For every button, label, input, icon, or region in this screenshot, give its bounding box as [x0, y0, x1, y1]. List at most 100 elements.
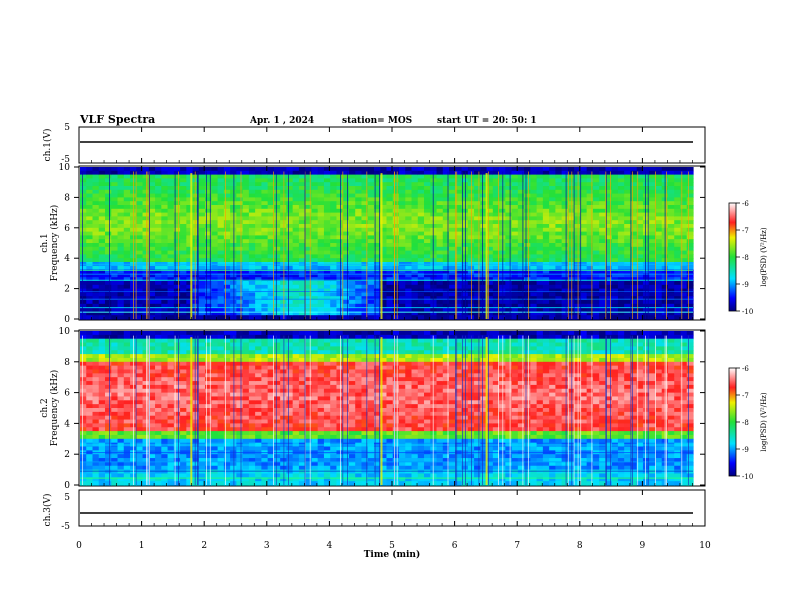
spec1-cell [592, 311, 600, 316]
spec1-cell [611, 296, 619, 301]
spec2-cell [148, 361, 156, 367]
spec1-cell [86, 288, 94, 293]
spec1-cell [173, 246, 181, 252]
spec1-cell [492, 167, 500, 172]
spec2-cell [148, 396, 156, 401]
spec1-cell [348, 265, 356, 271]
spec1-cell [217, 167, 225, 172]
spec1-cell [649, 216, 657, 221]
spec1-cell [123, 167, 131, 172]
spec1-cell [436, 216, 444, 221]
spec2-cell [92, 419, 100, 424]
spec1-cell [355, 273, 363, 278]
spec1-cell [567, 189, 575, 195]
spec1-cell [273, 269, 281, 274]
spec2-cell [86, 388, 94, 394]
spec2-cell [167, 400, 175, 405]
spec1-cell [317, 292, 325, 297]
spec1-cell [180, 273, 187, 278]
spec1-cell [255, 235, 262, 240]
spec1-cell [123, 224, 131, 229]
spec2-cell [223, 419, 231, 424]
spec1-cell [517, 231, 525, 236]
spec1-cell [461, 167, 469, 172]
spec1-cell [205, 246, 212, 252]
spec1-cell [649, 288, 657, 293]
spec1-cell [580, 174, 588, 179]
spec1-cell [148, 231, 156, 236]
spec1-cell [198, 246, 206, 252]
spec1-cell [449, 201, 456, 206]
spec1-cell [330, 235, 338, 240]
spec1-cell [436, 170, 444, 176]
spec1-cell [186, 307, 194, 312]
spec1-cell [424, 170, 431, 176]
spec1-cell [436, 281, 444, 286]
spec2-cell [92, 454, 100, 459]
ch2-spectrogram-image [80, 331, 694, 486]
spec1-cell [424, 273, 431, 278]
spec1-cell [411, 269, 419, 274]
spec1-cell [323, 277, 331, 282]
spec1-cell [630, 307, 638, 312]
spec1-cell [574, 189, 582, 195]
spec1-cell [198, 307, 206, 312]
spec1-cell [267, 231, 275, 236]
spec1-cell [542, 300, 550, 305]
spec2-cell [186, 338, 194, 344]
spec2-cell [223, 411, 231, 417]
spec1-cell [449, 174, 456, 179]
spec2-cell [136, 350, 144, 355]
spec1-cell [442, 239, 450, 244]
spec1-cell [223, 182, 231, 187]
spec1-cell [92, 288, 100, 293]
spec1-cell [505, 231, 513, 236]
spec1-cell [273, 265, 281, 271]
spec1-cell [592, 246, 600, 252]
spec1-cell [136, 258, 144, 263]
spec1-cell [536, 296, 544, 301]
spec1-cell [361, 208, 369, 214]
spec1-cell [436, 303, 444, 309]
spec2-cell [155, 373, 162, 378]
spec1-cell [617, 303, 625, 309]
spec2-cell [142, 342, 150, 347]
spec1-cell [217, 193, 225, 198]
spec2-cell [173, 357, 181, 363]
spec2-cell [86, 369, 94, 374]
spec1-cell [655, 182, 663, 187]
spec1-cell [567, 178, 575, 183]
spec1-cell [424, 208, 431, 214]
spec1-cell [186, 208, 194, 214]
spec2-cell [123, 369, 131, 374]
spec2-cell [117, 396, 125, 401]
spec1-cell [674, 243, 682, 248]
spec1-cell [624, 277, 632, 282]
spec1-cell [173, 212, 181, 217]
spec2-cell [167, 357, 175, 363]
spec2-cell [155, 381, 162, 386]
spec1-cell [517, 273, 525, 278]
spec2-cell [117, 415, 125, 421]
spec2-cell [180, 365, 187, 371]
spec1-cell [136, 311, 144, 316]
spec1-cell [667, 212, 675, 217]
spec1-cell [574, 243, 582, 248]
spec1-cell [98, 315, 106, 320]
spec1-cell [511, 216, 519, 221]
spec2-cell [180, 354, 187, 359]
spec1-cell [386, 186, 394, 191]
spec1-cell [186, 212, 194, 217]
spec1-cell [561, 239, 569, 244]
spec1-cell [248, 208, 256, 214]
spec1-cell [667, 167, 675, 172]
spec1-cell [399, 277, 406, 282]
spec1-cell [492, 231, 500, 236]
spec1-cell [517, 292, 525, 297]
spec1-cell [242, 243, 250, 248]
spec1-cell [436, 269, 444, 274]
spec1-cell [380, 224, 388, 229]
spec1-cell [123, 277, 131, 282]
spec1-cell [173, 178, 181, 183]
spec1-cell [317, 216, 325, 221]
